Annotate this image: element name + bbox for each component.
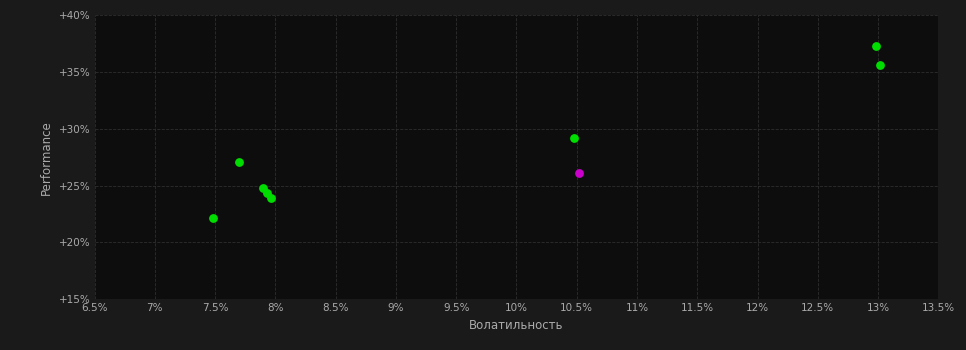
Point — [567, 135, 582, 141]
Point — [872, 62, 888, 68]
Point — [256, 185, 271, 191]
Y-axis label: Performance: Performance — [41, 120, 53, 195]
Point — [205, 216, 220, 221]
Point — [572, 170, 587, 176]
Point — [259, 191, 274, 196]
Point — [867, 43, 883, 49]
Point — [232, 159, 247, 164]
Point — [263, 195, 278, 201]
X-axis label: Волатильность: Волатильность — [469, 319, 564, 332]
